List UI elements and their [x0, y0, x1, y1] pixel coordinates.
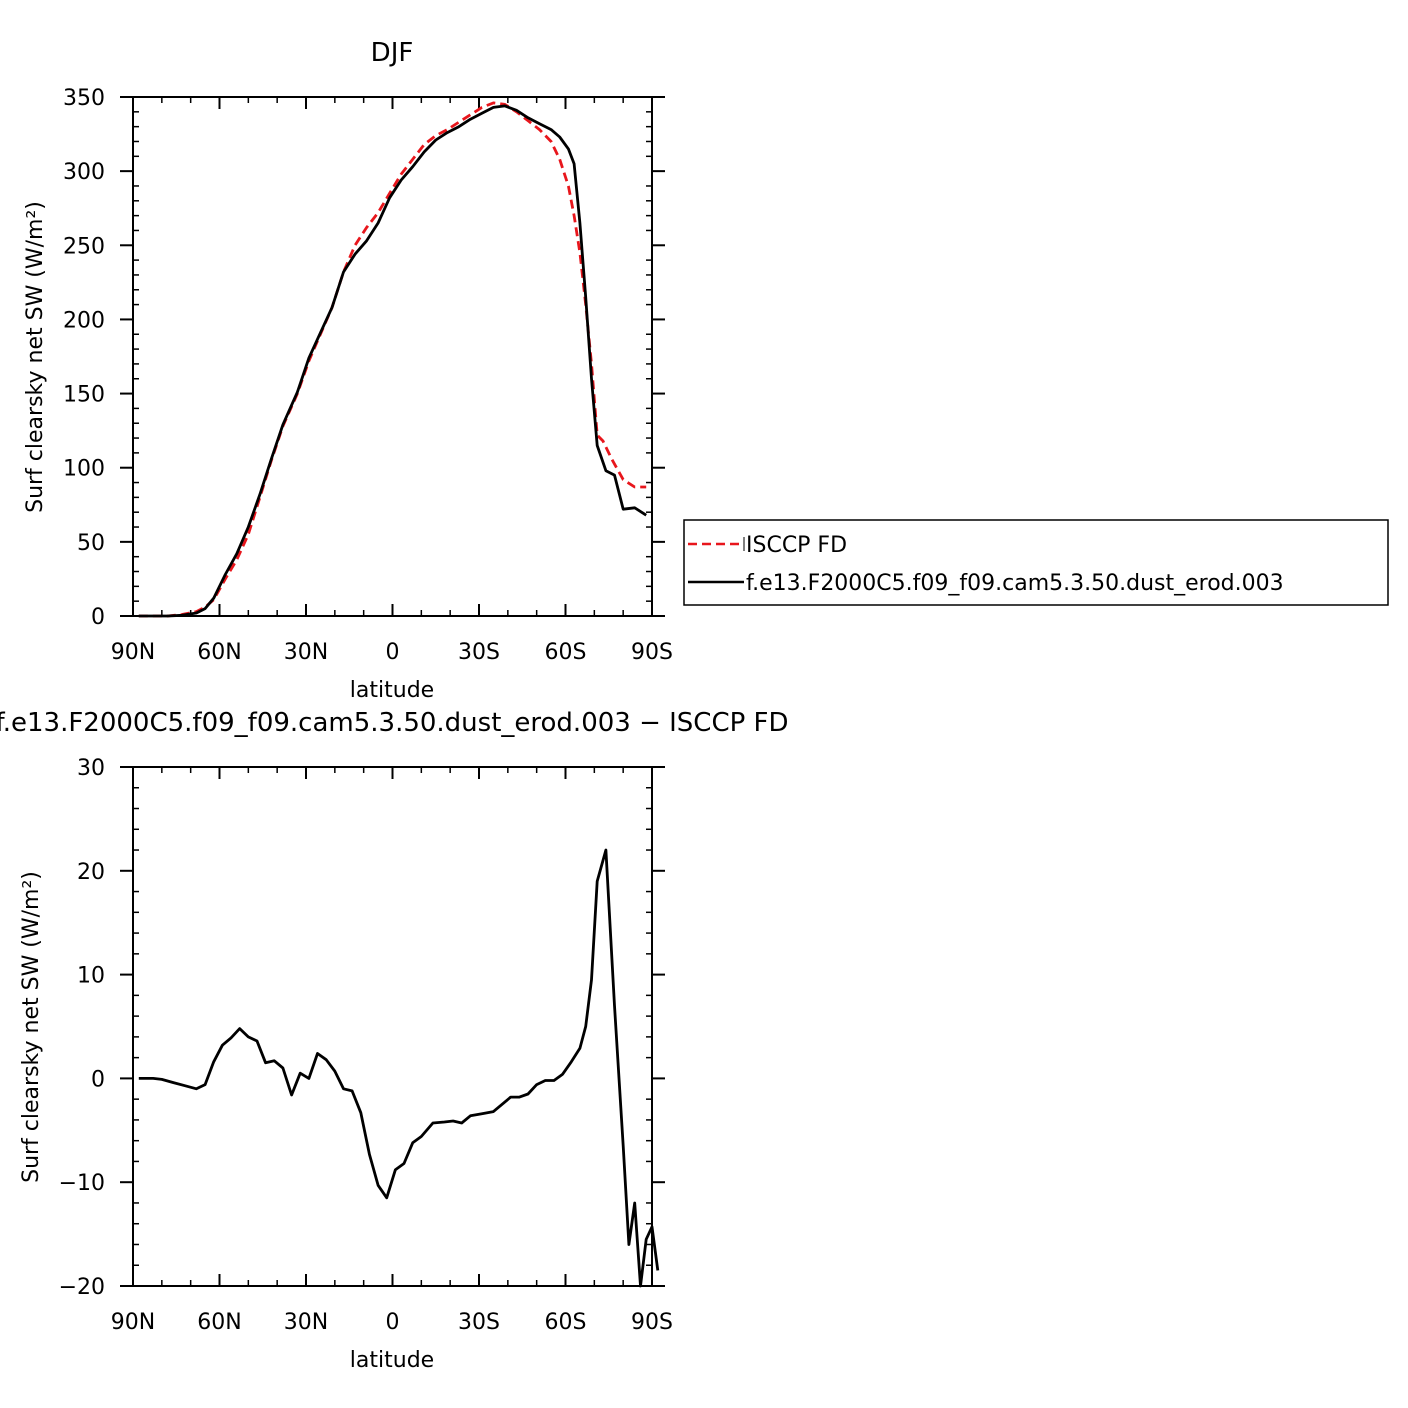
series-line-0	[138, 848, 660, 1288]
x-tick-label: 90S	[631, 640, 673, 665]
y-tick-label: 0	[91, 1067, 105, 1092]
x-tick-label: 60S	[545, 640, 587, 665]
bottom-panel-frame	[132, 766, 653, 1287]
top-panel-series	[138, 101, 647, 618]
x-tick-label: 60S	[545, 1310, 587, 1335]
top-panel-ticks: 90N 60N 30N 0 30S 60S 90S 0 50 100 150 200 250 300 350	[63, 86, 673, 665]
x-tick-label: 0	[386, 640, 400, 665]
y-tick-label: 350	[63, 86, 105, 111]
bottom-panel: f.e13.F2000C5.f09_f09.cam5.3.50.dust_ero…	[0, 708, 789, 1373]
series-line-1	[138, 104, 647, 618]
y-tick-label: 250	[63, 234, 105, 259]
x-tick-label: 30N	[284, 640, 328, 665]
x-tick-label: 60N	[197, 640, 241, 665]
legend: ISCCP FD f.e13.F2000C5.f09_f09.cam5.3.50…	[683, 519, 1389, 606]
legend-box	[683, 519, 1389, 606]
top-panel: DJF Surf clearsky net SW (W/m²) latitude…	[23, 38, 673, 703]
top-panel-xlabel: latitude	[350, 678, 434, 703]
legend-label-isccp: ISCCP FD	[746, 533, 847, 558]
x-tick-label: 30N	[284, 1310, 328, 1335]
y-tick-label: 200	[63, 308, 105, 333]
bottom-panel-xlabel: latitude	[350, 1348, 434, 1373]
legend-label-model: f.e13.F2000C5.f09_f09.cam5.3.50.dust_ero…	[746, 571, 1284, 596]
top-panel-ylabel: Surf clearsky net SW (W/m²)	[23, 201, 48, 513]
y-tick-label: −20	[59, 1275, 105, 1300]
x-tick-label: 90N	[111, 1310, 155, 1335]
x-tick-label: 90N	[111, 640, 155, 665]
top-panel-title: DJF	[371, 38, 414, 68]
x-tick-label: 60N	[197, 1310, 241, 1335]
y-tick-label: 30	[77, 756, 105, 781]
y-tick-label: 100	[63, 457, 105, 482]
top-panel-frame	[132, 96, 653, 617]
y-tick-label: 20	[77, 860, 105, 885]
y-tick-label: −10	[59, 1171, 105, 1196]
y-tick-label: 10	[77, 964, 105, 989]
bottom-panel-series	[138, 848, 660, 1288]
x-tick-label: 30S	[458, 640, 500, 665]
x-tick-label: 90S	[631, 1310, 673, 1335]
y-tick-label: 300	[63, 160, 105, 185]
x-tick-label: 30S	[458, 1310, 500, 1335]
y-tick-label: 0	[91, 605, 105, 630]
y-tick-label: 50	[77, 531, 105, 556]
bottom-panel-title: f.e13.F2000C5.f09_f09.cam5.3.50.dust_ero…	[0, 708, 789, 738]
x-tick-label: 0	[386, 1310, 400, 1335]
bottom-panel-ylabel: Surf clearsky net SW (W/m²)	[19, 871, 44, 1183]
series-line-0	[138, 101, 647, 618]
y-tick-label: 150	[63, 383, 105, 408]
